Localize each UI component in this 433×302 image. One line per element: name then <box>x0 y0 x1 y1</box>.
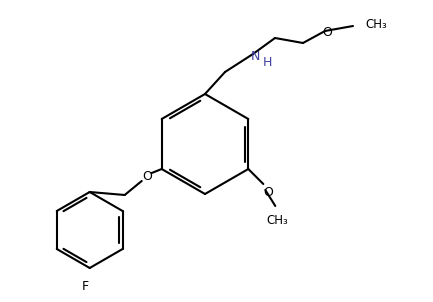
Text: CH₃: CH₃ <box>266 214 288 227</box>
Text: O: O <box>142 171 152 184</box>
Text: O: O <box>263 185 273 198</box>
Text: F: F <box>82 280 89 293</box>
Text: N: N <box>250 50 260 63</box>
Text: O: O <box>322 27 332 40</box>
Text: CH₃: CH₃ <box>365 18 387 31</box>
Text: H: H <box>262 56 271 69</box>
